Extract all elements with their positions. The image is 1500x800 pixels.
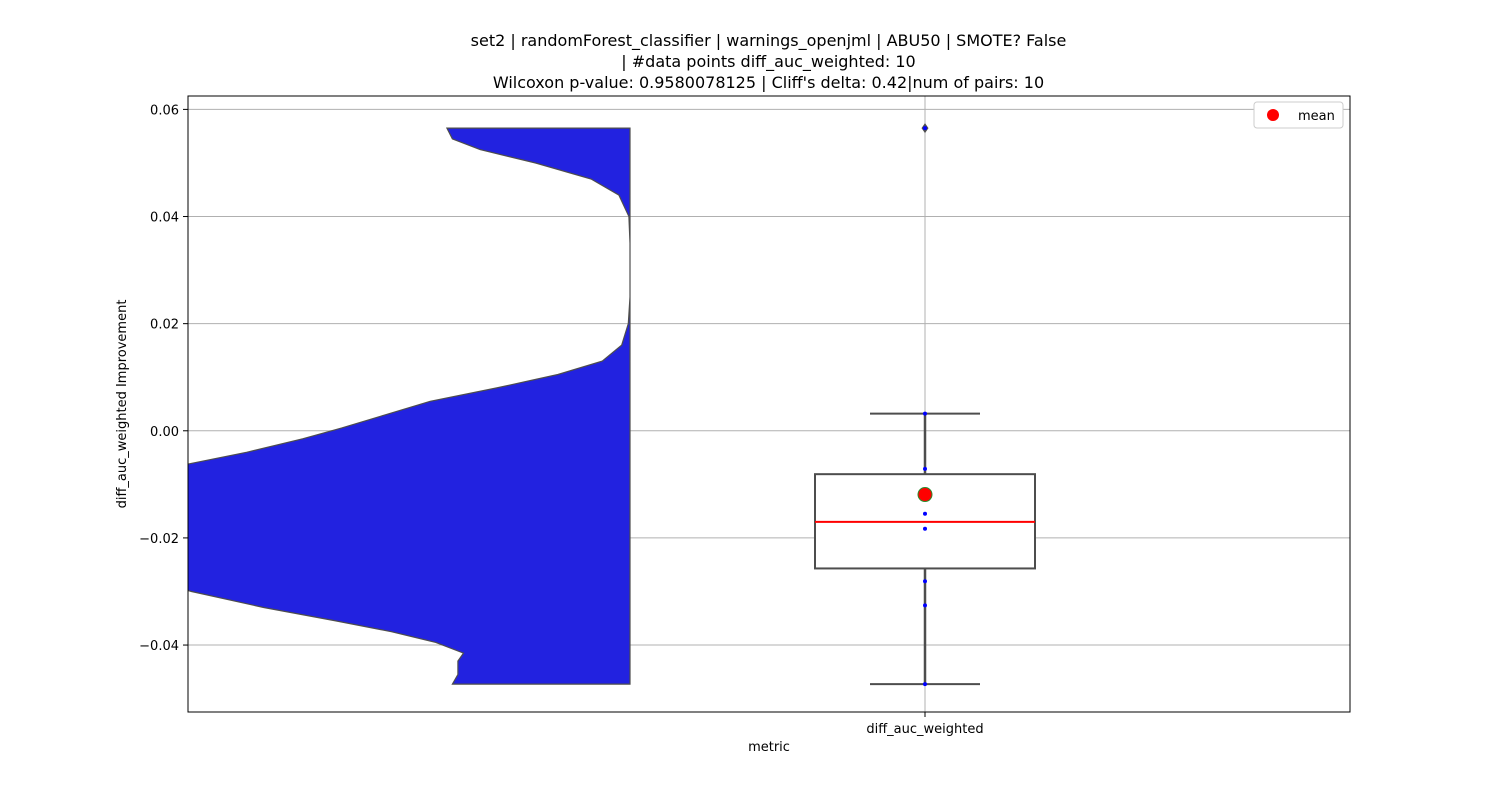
legend-mean-label: mean <box>1298 109 1335 124</box>
data-point <box>923 511 927 516</box>
y-tick-label: 0.04 <box>150 211 179 226</box>
legend-frame <box>1253 101 1344 129</box>
chart-title-line-3: Wilcoxon p-value: 0.9580078125 | Cliff's… <box>492 73 1045 92</box>
legend-mean-marker <box>1267 109 1279 121</box>
y-tick-label: 0.06 <box>150 103 179 118</box>
y-tick-label: −0.04 <box>139 639 179 654</box>
violin-group <box>188 127 631 685</box>
data-point <box>923 579 927 584</box>
data-point <box>923 126 927 131</box>
data-point <box>923 603 927 608</box>
y-tick-label: 0.02 <box>150 318 179 333</box>
y-axis-ticks: −0.04 −0.02 0.00 0.02 0.04 0.06 <box>139 103 188 654</box>
legend: mean <box>1253 101 1344 129</box>
violin-shape <box>188 127 631 685</box>
x-axis-ticks: diff_auc_weighted <box>866 712 984 737</box>
y-tick-label: −0.02 <box>139 532 179 547</box>
x-tick-label: diff_auc_weighted <box>866 722 983 737</box>
x-axis-label: metric <box>748 740 790 755</box>
y-axis-label: diff_auc_weighted Improvement <box>115 300 130 509</box>
plot-frame <box>187 95 1351 713</box>
chart-title-line-2: | #data points diff_auc_weighted: 10 <box>621 52 916 71</box>
data-point <box>923 411 927 416</box>
y-tick-label: 0.00 <box>150 425 179 440</box>
data-point <box>923 526 927 531</box>
chart-title-line-1: set2 | randomForest_classifier | warning… <box>470 31 1067 50</box>
data-points-group <box>917 126 933 687</box>
data-point <box>923 682 927 687</box>
data-point <box>923 466 927 471</box>
mean-marker <box>917 487 933 503</box>
